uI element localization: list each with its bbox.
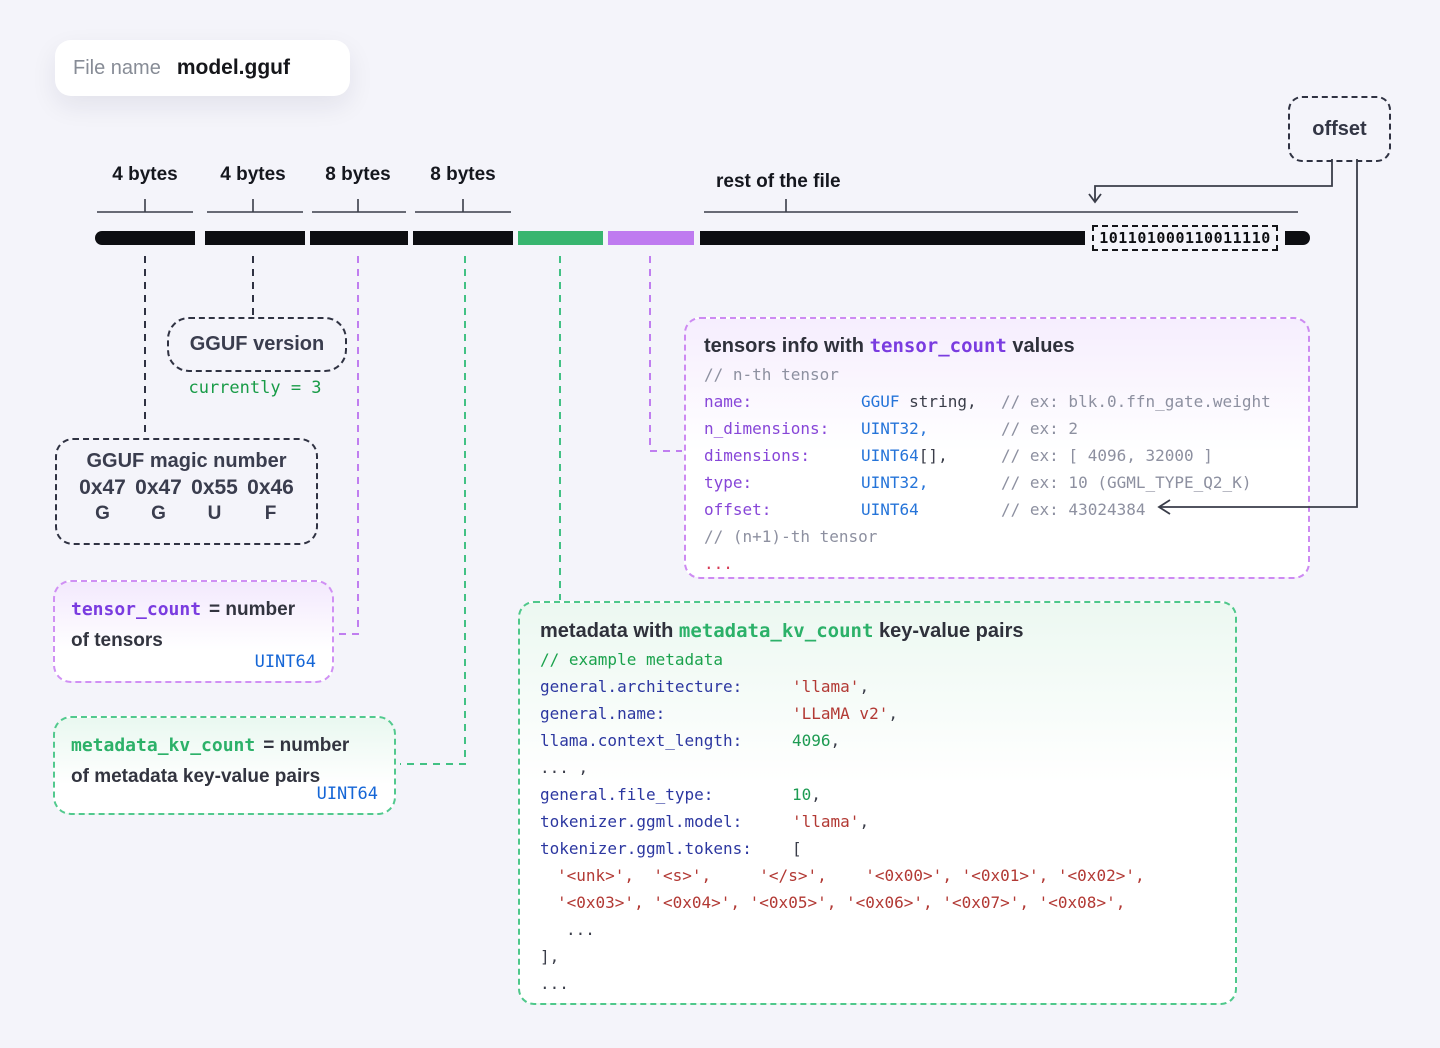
- hex-byte: 0x47: [79, 476, 126, 499]
- bar-segment-magic: [95, 231, 195, 245]
- offset-box: offset: [1288, 96, 1391, 162]
- hex-byte: 0x47: [135, 476, 182, 499]
- gguf-version-title: GGUF version: [189, 333, 325, 355]
- byte-label-version: 4 bytes: [220, 164, 286, 185]
- metadata-box: metadata with metadata_kv_count key-valu…: [518, 601, 1237, 1005]
- metadata-ellipsis-row: ... ,: [540, 758, 589, 777]
- magic-char-row: G G U F: [57, 503, 316, 525]
- rest-of-file-label: rest of the file: [716, 171, 841, 192]
- hex-byte: 0x55: [191, 476, 238, 499]
- tensors-title-code: tensor_count: [869, 335, 1007, 357]
- bar-segment-rest: [700, 231, 1085, 245]
- tensors-ellipsis: ...: [704, 554, 733, 573]
- magic-char: G: [95, 503, 110, 524]
- metadata-row: tokenizer.ggml.tokens:[: [540, 839, 802, 858]
- metadata-comment: // example metadata: [540, 650, 724, 669]
- magic-char: F: [264, 503, 277, 524]
- metadata-ellipsis-end: ...: [540, 974, 569, 993]
- metadata-row: general.file_type: 10,: [540, 785, 821, 804]
- token-list-close: ],: [540, 947, 560, 966]
- metadata-kv-count-line2: of metadata key-value pairs: [71, 766, 321, 787]
- tensor-count-box: tensor_count = number of tensors UINT64: [53, 580, 334, 683]
- bar-segment-tensor-count: [310, 231, 408, 245]
- magic-hex-row: 0x47 0x47 0x55 0x46: [57, 476, 316, 500]
- bar-segment-tensors-info: [608, 231, 694, 245]
- metadata-kv-count-type: UINT64: [316, 784, 378, 804]
- byte-label-magic: 4 bytes: [112, 164, 178, 185]
- bar-segment-end: [1285, 231, 1310, 245]
- tensors-info-title: tensors info with tensor_count values: [704, 331, 1290, 361]
- tensors-comment-bottom: // (n+1)-th tensor: [704, 527, 878, 546]
- bar-segment-metadata: [518, 231, 603, 245]
- bar-segment-version: [205, 231, 305, 245]
- version-note: currently = 3: [188, 378, 322, 398]
- byte-label-tensor-count: 8 bytes: [325, 164, 391, 185]
- tensors-title-post: values: [1006, 335, 1075, 357]
- token-list-line: '<0x03>', '<0x04>', '<0x05>', '<0x06>', …: [557, 893, 1126, 912]
- tensor-count-eq: = number: [209, 599, 296, 620]
- tensor-field-row-offset: offset: UINT64// ex: 43024384: [704, 500, 1146, 519]
- metadata-row: general.architecture:'llama',: [540, 677, 870, 696]
- metadata-title-pre: metadata with: [540, 620, 679, 642]
- tensors-title-pre: tensors info with: [704, 335, 870, 357]
- tensor-field-row: name: GGUF string,// ex: blk.0.ffn_gate.w…: [704, 392, 1271, 411]
- tensor-field-row: type: UINT32,// ex: 10 (GGML_TYPE_Q2_K): [704, 473, 1252, 492]
- magic-number-title: GGUF magic number: [86, 450, 287, 472]
- tensor-field-row: n_dimensions: UINT32,// ex: 2: [704, 419, 1079, 438]
- metadata-title-post: key-value pairs: [873, 620, 1024, 642]
- metadata-kv-count-line1: metadata_kv_count = number: [71, 732, 378, 759]
- metadata-kv-count-box: metadata_kv_count = number of metadata ke…: [53, 716, 396, 815]
- magic-number-box: GGUF magic number 0x47 0x47 0x55 0x46 G …: [55, 438, 318, 545]
- tensor-count-type: UINT64: [254, 652, 316, 672]
- token-list-ellipsis: ...: [566, 920, 595, 939]
- tensors-info-box: tensors info with tensor_count values //…: [684, 317, 1310, 579]
- tensors-comment-top: // n-th tensor: [704, 365, 839, 384]
- binary-offset-field: 101101000110011110: [1092, 225, 1278, 251]
- file-name-value: model.gguf: [176, 56, 290, 79]
- metadata-kv-count-eq: = number: [263, 735, 350, 756]
- metadata-row: llama.context_length: 4096,: [540, 731, 841, 750]
- token-list-line: '<unk>', '<s>', '</s>', '<0x00>', '<0x01…: [557, 866, 1145, 885]
- tensor-field-row: dimensions: UINT64[],// ex: [ 4096, 32000…: [704, 446, 1213, 465]
- metadata-title: metadata with metadata_kv_count key-valu…: [540, 616, 1215, 646]
- metadata-kv-count-code: metadata_kv_count: [71, 735, 256, 756]
- tensor-count-line2: of tensors: [71, 630, 163, 651]
- magic-char: G: [151, 503, 166, 524]
- metadata-row: tokenizer.ggml.model:'llama',: [540, 812, 870, 831]
- binary-value: 101101000110011110: [1099, 229, 1271, 247]
- magic-char: U: [207, 503, 222, 524]
- offset-box-label: offset: [1312, 117, 1367, 140]
- byte-label-metadata-kv-count: 8 bytes: [430, 164, 496, 185]
- file-name-label: File name: [73, 56, 161, 79]
- metadata-row: general.name: 'LLaMA v2',: [540, 704, 898, 723]
- gguf-version-box: GGUF version: [167, 317, 347, 372]
- file-name-pill: File name model.gguf: [55, 40, 350, 96]
- hex-byte: 0x46: [247, 476, 294, 499]
- tensor-count-line1: tensor_count = number: [71, 596, 316, 623]
- tensor-count-code: tensor_count: [71, 599, 202, 620]
- metadata-title-code: metadata_kv_count: [678, 620, 874, 642]
- bar-segment-metadata-kv-count: [413, 231, 513, 245]
